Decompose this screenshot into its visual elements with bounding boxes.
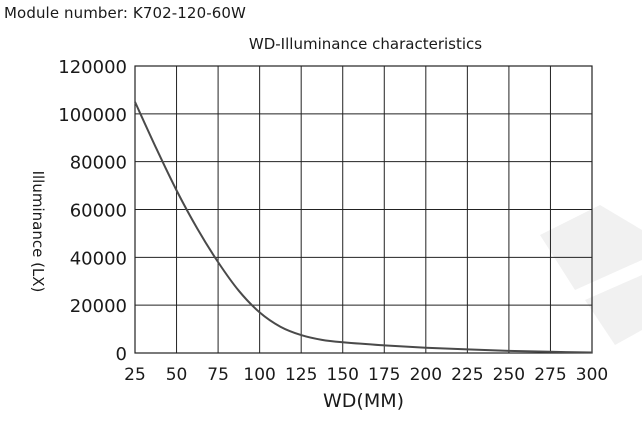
x-tick-label: 50 <box>166 365 188 385</box>
module-number-label: Module number: K702-120-60W <box>4 4 246 22</box>
y-tick-label: 60000 <box>70 201 127 222</box>
y-axis-label: Illuminance (LX) <box>29 171 47 293</box>
y-tick-label: 40000 <box>70 248 127 269</box>
y-tick-label: 80000 <box>70 153 127 174</box>
x-axis-label: WD(MM) <box>323 390 404 412</box>
y-tick-label: 100000 <box>58 105 127 126</box>
grid <box>134 65 593 354</box>
watermark <box>540 205 642 345</box>
plot-frame <box>134 65 593 354</box>
y-tick-label: 0 <box>116 344 127 365</box>
x-tick-label: 300 <box>576 365 608 385</box>
y-tick-label: 120000 <box>58 57 127 78</box>
x-tick-label: 250 <box>493 365 525 385</box>
watermark-shape <box>540 205 642 290</box>
x-tick-label: 100 <box>243 365 275 385</box>
x-tick-label: 200 <box>410 365 442 385</box>
x-tick-label: 225 <box>451 365 483 385</box>
chart-title: WD-Illuminance characteristics <box>249 35 482 53</box>
y-tick-label: 20000 <box>70 296 127 317</box>
x-tick-label: 175 <box>368 365 400 385</box>
x-tick-label: 75 <box>207 365 229 385</box>
x-tick-label: 275 <box>534 365 566 385</box>
series-line-illuminance <box>134 101 593 354</box>
y-axis-ticks: 0 20000 40000 60000 80000 100000 120000 <box>58 57 127 365</box>
watermark-shape <box>585 275 642 345</box>
x-tick-label: 150 <box>327 365 359 385</box>
x-axis-ticks: 25 50 75 100 125 150 175 200 225 250 275 300 <box>124 365 608 385</box>
x-tick-label: 125 <box>285 365 317 385</box>
x-tick-label: 25 <box>124 365 146 385</box>
